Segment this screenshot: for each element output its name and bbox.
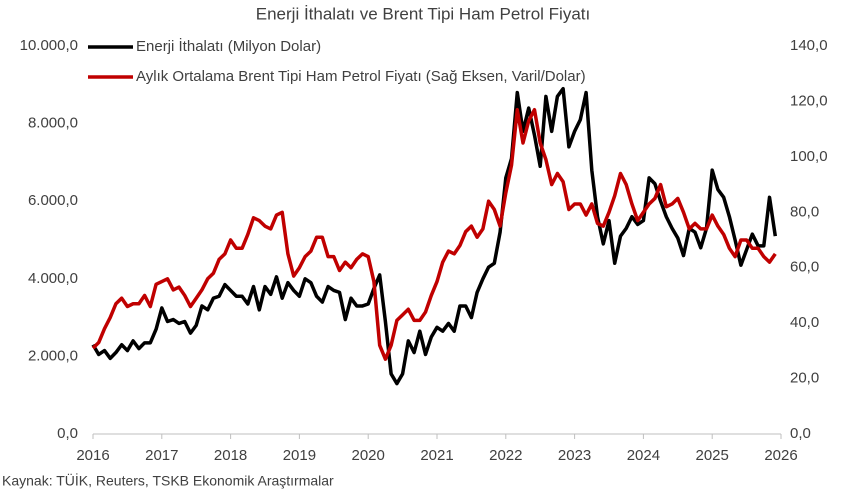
y-tick-label: 4.000,0 [28,270,78,287]
y2-tick-label: 80,0 [790,203,819,220]
y-tick-label: 6.000,0 [28,192,78,209]
x-tick-label: 2026 [764,447,797,464]
x-tick-label: 2016 [76,447,109,464]
y-tick-label: 0,0 [57,425,78,442]
y2-tick-label: 100,0 [790,148,828,165]
x-tick-label: 2017 [145,447,178,464]
y2-tick-label: 0,0 [790,425,811,442]
y-tick-label: 8.000,0 [28,115,78,132]
y2-tick-label: 20,0 [790,370,819,387]
y2-tick-label: 40,0 [790,314,819,331]
series-line [91,107,777,361]
x-tick-label: 2025 [696,447,729,464]
x-tick-label: 2019 [283,447,316,464]
y2-tick-label: 120,0 [790,92,828,109]
x-tick-label: 2023 [558,447,591,464]
y2-tick-label: 60,0 [790,259,819,276]
x-tick-label: 2020 [352,447,385,464]
y-tick-label: 10.000,0 [20,37,78,54]
x-tick-label: 2018 [214,447,247,464]
source: Kaynak: TÜİK, Reuters, TSKB Ekonomik Ara… [2,472,334,489]
x-tick-label: 2022 [489,447,522,464]
x-tick-label: 2021 [420,447,453,464]
chart-title: Enerji İthalatı ve Brent Tipi Ham Petrol… [256,4,590,23]
legend-label: Enerji İthalatı (Milyon Dolar) [136,37,321,55]
x-tick-label: 2024 [627,447,660,464]
y2-tick-label: 140,0 [790,37,828,54]
y-tick-label: 2.000,0 [28,347,78,364]
series-line [91,86,778,386]
legend-label: Aylık Ortalama Brent Tipi Ham Petrol Fiy… [136,68,586,85]
